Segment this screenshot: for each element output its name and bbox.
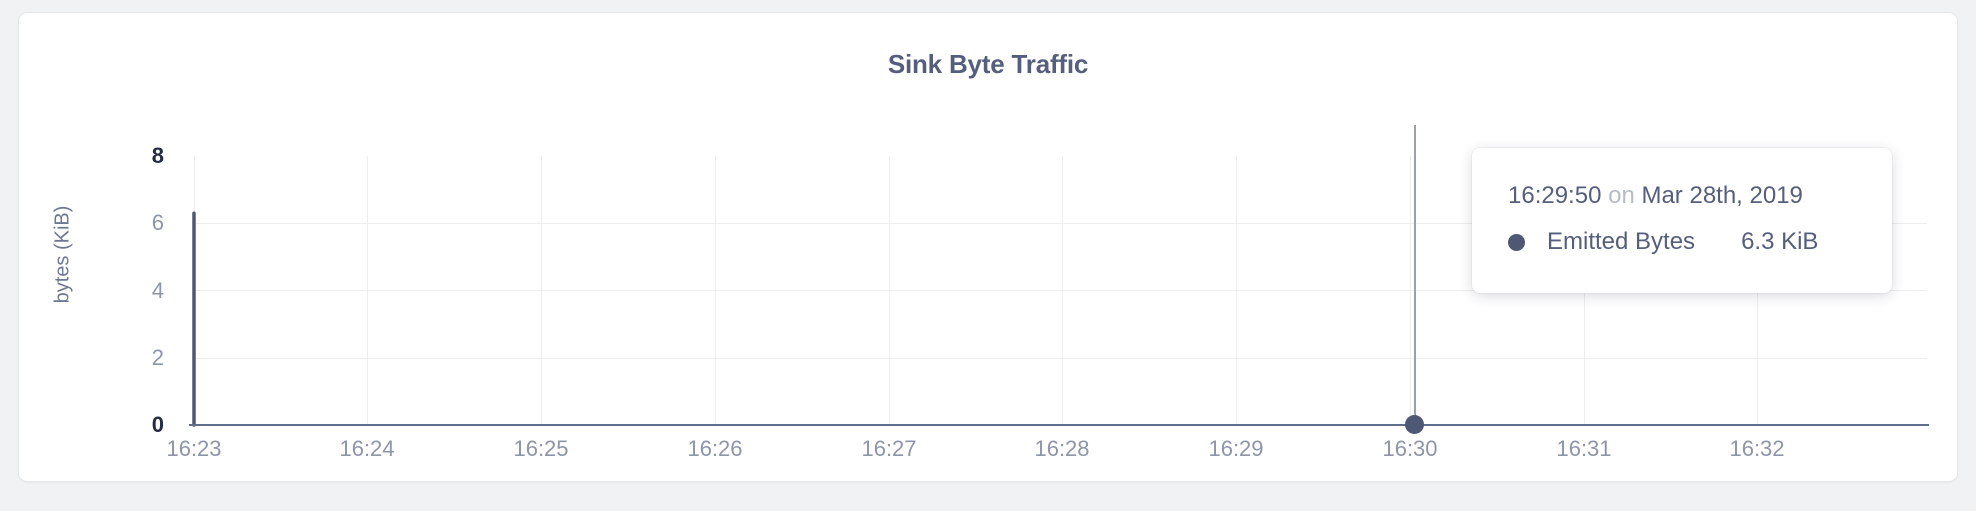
- page-title: Sink Byte Traffic: [887, 49, 1089, 79]
- y-tick-0: 0: [151, 412, 164, 437]
- tooltip-series-row: Emitted Bytes 6.3 KiB: [1508, 228, 1856, 256]
- x-tick-6: 16:28: [1034, 436, 1090, 461]
- x-tick-3: 16:25: [513, 436, 569, 461]
- gridline-v-1628: [1062, 156, 1063, 425]
- tooltip-series-label: Emitted Bytes: [1547, 228, 1696, 255]
- hover-data-point[interactable]: [1405, 415, 1424, 434]
- gridline-v-1625: [541, 156, 542, 425]
- y-axis-title: bytes (KiB): [51, 205, 74, 304]
- gridline-v-1624: [367, 156, 368, 425]
- gridline-v-1627: [889, 156, 890, 425]
- x-tick-8: 16:30: [1382, 436, 1438, 461]
- chart-card: Sink Byte Traffic 8 6 4 2 0 bytes (KiB): [18, 12, 1958, 482]
- y-tick-2: 2: [151, 345, 164, 370]
- y-axis-tick-labels: 8 6 4 2 0: [104, 13, 164, 511]
- tooltip-time-value: 16:29:50: [1508, 182, 1602, 209]
- y-tick-4: 4: [151, 278, 164, 303]
- series-color-dot-icon: [1508, 233, 1525, 251]
- x-tick-9: 16:31: [1556, 436, 1612, 461]
- x-tick-5: 16:27: [861, 436, 917, 461]
- x-tick-2: 16:24: [339, 436, 395, 461]
- x-axis-line: [189, 424, 1929, 426]
- gridline-v-1626: [715, 156, 716, 425]
- x-tick-4: 16:26: [687, 436, 743, 461]
- gridline-v-1629: [1236, 156, 1237, 425]
- y-tick-6: 6: [151, 210, 164, 235]
- tooltip-series-value: 6.3 KiB: [1741, 228, 1819, 255]
- x-tick-10: 16:32: [1729, 436, 1785, 461]
- x-tick-1: 16:23: [166, 436, 222, 461]
- tooltip-on-label: on: [1608, 182, 1635, 209]
- chart-tooltip: 16:29:50 on Mar 28th, 2019 Emitted Bytes…: [1472, 148, 1892, 293]
- gridline-h-6: [194, 223, 1927, 224]
- gridline-v-1630: [1410, 156, 1411, 425]
- tooltip-timestamp: 16:29:50 on Mar 28th, 2019: [1508, 182, 1856, 210]
- gridline-h-4: [194, 290, 1927, 291]
- y-tick-8: 8: [151, 143, 164, 168]
- tooltip-date-value: Mar 28th, 2019: [1641, 182, 1803, 209]
- x-tick-7: 16:29: [1208, 436, 1264, 461]
- series-emitted-bytes: [192, 211, 196, 427]
- hover-crosshair-line: [1414, 125, 1416, 426]
- gridline-h-2: [194, 358, 1927, 359]
